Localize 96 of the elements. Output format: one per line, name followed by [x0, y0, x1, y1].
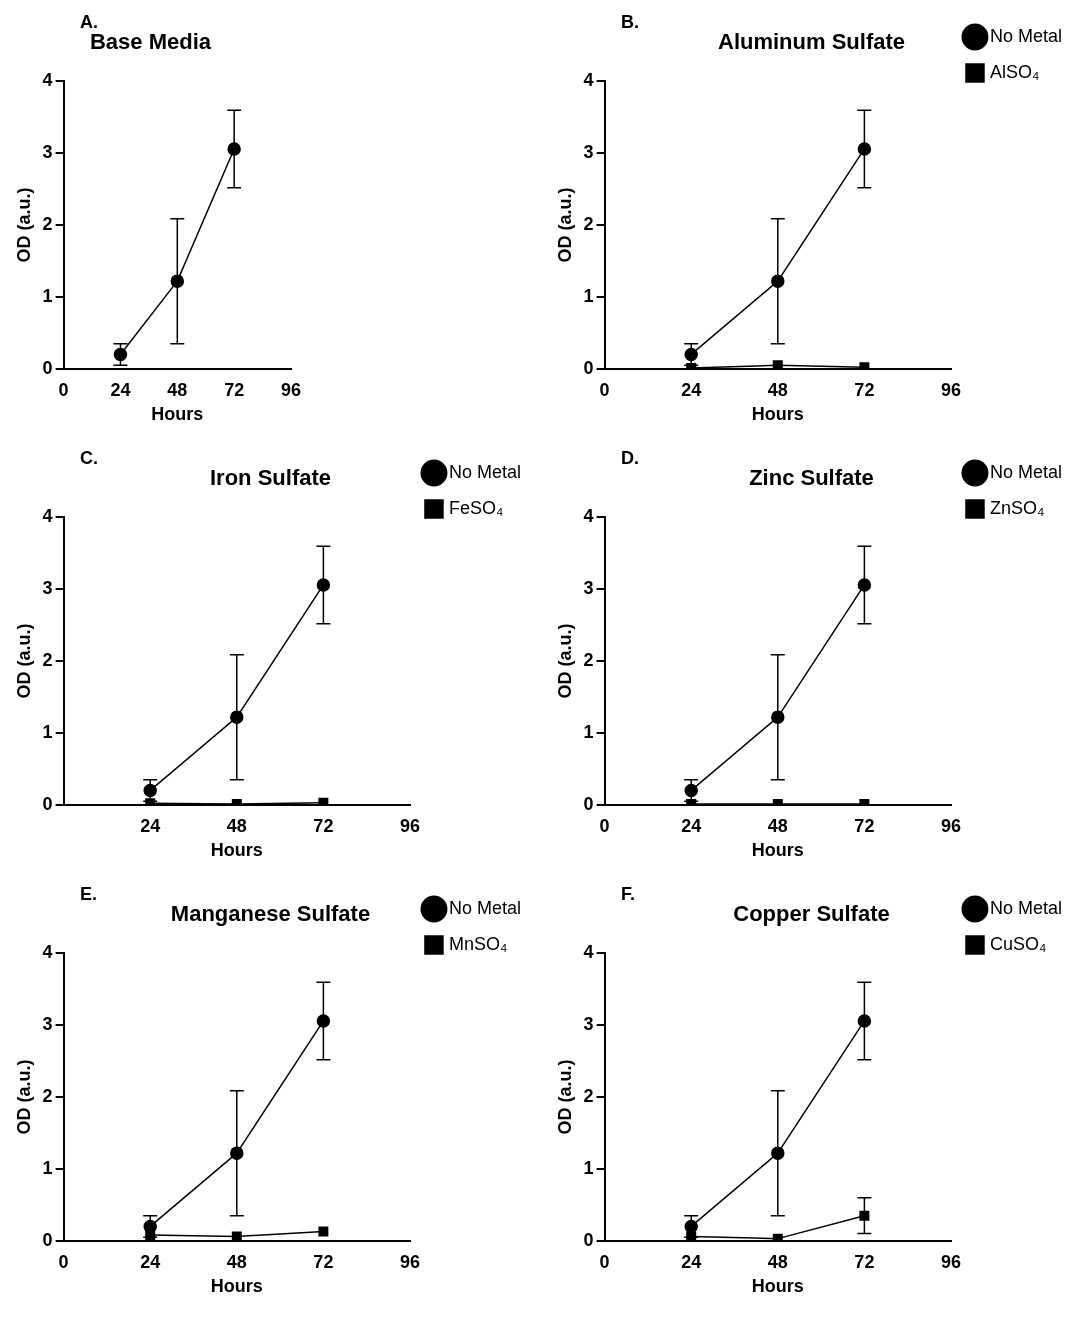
x-tick-label: 24	[681, 815, 702, 836]
x-axis-title: Hours	[751, 1276, 804, 1297]
chart-title: Manganese Sulfate	[170, 901, 371, 927]
x-tick-label: 96	[399, 1251, 420, 1272]
legend-label: No Metal	[989, 25, 1062, 46]
text: D.	[621, 448, 639, 469]
x-tick-label: 72	[854, 815, 875, 836]
x-axis-title: Hours	[210, 1276, 263, 1297]
y-tick-label: 0	[583, 793, 594, 814]
x-tick-label: 48	[167, 379, 188, 400]
x-tick-label: 0	[599, 1251, 610, 1272]
y-tick-label: 3	[42, 578, 53, 599]
y-tick-label: 2	[583, 1086, 594, 1107]
x-tick-label: 48	[767, 1251, 788, 1272]
y-tick-label: 3	[583, 142, 594, 163]
y-tick-label: 0	[42, 793, 53, 814]
y-tick-label: 1	[42, 721, 53, 742]
x-tick-label: 48	[226, 815, 247, 836]
y-tick-label: 1	[583, 285, 594, 306]
legend-label: MnSO₄	[448, 933, 508, 954]
x-tick-label: 72	[854, 379, 875, 400]
x-axis-title: Hours	[151, 404, 204, 425]
y-axis-title: OD (a.u.)	[13, 1059, 34, 1135]
x-tick-label: 72	[313, 815, 334, 836]
y-tick-label: 0	[583, 1229, 594, 1250]
x-tick-label: 0	[58, 1251, 69, 1272]
x-tick-label: 48	[767, 379, 788, 400]
x-tick-label: 0	[599, 379, 610, 400]
y-tick-label: 0	[42, 1229, 53, 1250]
y-tick-label: 1	[42, 1157, 53, 1178]
y-tick-label: 0	[583, 357, 594, 378]
x-axis-title: Hours	[751, 840, 804, 861]
y-tick-label: 0	[42, 357, 53, 378]
y-tick-label: 2	[42, 650, 53, 671]
legend-label: ZnSO₄	[989, 497, 1045, 518]
y-axis-title: OD (a.u.)	[13, 187, 34, 263]
x-tick-label: 24	[681, 379, 702, 400]
y-tick-label: 3	[583, 578, 594, 599]
chart-title: Iron Sulfate	[209, 465, 332, 491]
y-tick-label: 3	[42, 142, 53, 163]
point	[318, 1226, 329, 1237]
x-tick-label: 24	[681, 1251, 702, 1272]
x-tick-label: 72	[224, 379, 245, 400]
x-tick-label: 48	[226, 1251, 247, 1272]
x-tick-label: 72	[854, 1251, 875, 1272]
legend-label: No Metal	[989, 897, 1062, 918]
y-tick-label: 2	[583, 214, 594, 235]
x-tick-label: 0	[599, 815, 610, 836]
text: C.	[80, 448, 98, 469]
legend-label: No Metal	[448, 461, 521, 482]
x-tick-label: 96	[280, 379, 302, 400]
legend-label: No Metal	[989, 461, 1062, 482]
x-axis-title: Hours	[751, 404, 804, 425]
x-tick-label: 96	[399, 815, 420, 836]
point	[859, 1210, 870, 1221]
text: F.	[621, 884, 636, 905]
point	[231, 1231, 242, 1241]
y-axis-title: OD (a.u.)	[554, 1059, 575, 1135]
legend-label: FeSO₄	[448, 497, 504, 518]
y-tick-label: 4	[42, 942, 53, 963]
y-tick-label: 2	[42, 214, 53, 235]
y-tick-label: 4	[42, 70, 53, 91]
y-tick-label: 1	[42, 285, 53, 306]
y-tick-label: 4	[42, 506, 53, 527]
y-tick-label: 1	[583, 1157, 594, 1178]
y-tick-label: 1	[583, 721, 594, 742]
chart-title: Copper Sulfate	[733, 901, 890, 927]
x-tick-label: 96	[940, 1251, 961, 1272]
x-tick-label: 96	[940, 379, 961, 400]
x-tick-label: 24	[110, 379, 131, 400]
x-tick-label: 72	[313, 1251, 334, 1272]
text: B.	[621, 12, 639, 33]
text: E.	[80, 884, 98, 905]
point	[113, 347, 128, 362]
y-tick-label: 2	[42, 1086, 53, 1107]
x-axis-title: Hours	[210, 840, 263, 861]
x-tick-label: 96	[940, 815, 961, 836]
y-axis-title: OD (a.u.)	[13, 623, 34, 699]
legend-label: AlSO₄	[989, 61, 1040, 82]
y-tick-label: 4	[583, 506, 594, 527]
point	[772, 360, 783, 369]
x-tick-label: 24	[140, 1251, 161, 1272]
y-tick-label: 3	[42, 1014, 53, 1035]
chart-title: Aluminum Sulfate	[717, 29, 906, 55]
x-tick-label: 24	[140, 815, 161, 836]
y-tick-label: 4	[583, 942, 594, 963]
x-tick-label: 48	[767, 815, 788, 836]
y-axis-title: OD (a.u.)	[554, 187, 575, 263]
x-tick-label: 0	[58, 379, 69, 400]
y-tick-label: 2	[583, 650, 594, 671]
y-axis-title: OD (a.u.)	[554, 623, 575, 699]
legend-label: CuSO₄	[989, 933, 1047, 954]
y-tick-label: 3	[583, 1014, 594, 1035]
chart-title: Zinc Sulfate	[749, 465, 874, 491]
legend-label: No Metal	[448, 897, 521, 918]
y-tick-label: 4	[583, 70, 594, 91]
